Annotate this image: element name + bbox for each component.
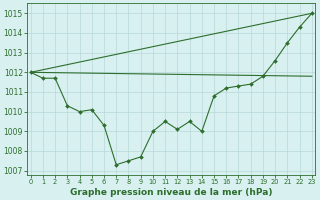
X-axis label: Graphe pression niveau de la mer (hPa): Graphe pression niveau de la mer (hPa) [70,188,273,197]
